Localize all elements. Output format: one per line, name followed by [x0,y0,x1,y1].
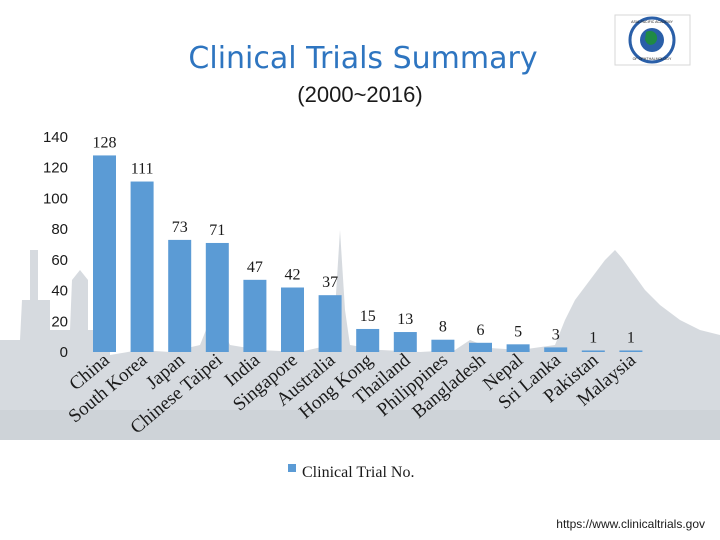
legend-swatch [288,464,296,472]
bar [506,344,530,352]
y-tick-label: 120 [43,160,68,177]
bar [130,181,154,352]
bar-value-label: 73 [172,219,188,236]
skyline-silhouette [0,230,720,440]
globe-land-icon [645,30,658,45]
bar [356,328,380,352]
bar [469,342,492,352]
bar-series [93,155,643,352]
bar-value-label: 42 [285,267,301,284]
bar [544,347,568,352]
y-tick-label: 140 [43,129,68,146]
bar-value-label: 1 [589,329,597,346]
bar-value-label: 47 [247,259,263,276]
bar-value-label: 3 [552,326,560,343]
bar-value-label: 8 [439,319,447,336]
page-title: Clinical Trials Summary [188,41,537,76]
y-tick-label: 40 [51,283,68,300]
bar [243,279,267,352]
y-tick-label: 100 [43,190,68,207]
value-labels: 128 111 73 71 47 42 37 15 13 8 6 5 3 1 1 [93,134,635,346]
academy-logo: ASIA-PACIFIC ACADEMY OF OPHTHALMOLOGY [614,14,691,66]
bar [205,242,229,352]
y-axis: 0 20 40 60 80 100 120 140 [43,129,68,361]
bar [393,332,417,352]
y-tick-label: 80 [51,221,68,238]
bar [581,350,605,352]
bar [318,295,342,352]
bar-value-label: 6 [477,322,485,339]
bar [281,287,304,352]
bar-value-label: 128 [93,134,117,151]
bar [168,239,192,352]
logo-text-top: ASIA-PACIFIC ACADEMY [631,20,673,24]
bar [619,350,643,352]
bar-value-label: 5 [514,323,522,340]
page-subtitle: (2000~2016) [297,82,422,107]
logo-text-bottom: OF OPHTHALMOLOGY [633,57,672,61]
y-tick-label: 60 [51,252,68,269]
bar-value-label: 37 [322,274,338,291]
legend: Clinical Trial No. [288,464,414,481]
source-link[interactable]: https://www.clinicaltrials.gov [556,517,705,531]
bar-value-label: 1 [627,329,635,346]
y-tick-label: 20 [51,313,68,330]
bar [431,339,455,352]
bar [93,155,116,352]
legend-label: Clinical Trial No. [302,464,414,481]
y-tick-label: 0 [60,344,68,361]
bar-value-label: 71 [209,222,225,239]
bar-value-label: 15 [360,308,376,325]
skyline-background [0,230,720,440]
bar-value-label: 111 [131,161,154,178]
skyline-base [0,410,720,440]
bar-value-label: 13 [397,311,413,328]
